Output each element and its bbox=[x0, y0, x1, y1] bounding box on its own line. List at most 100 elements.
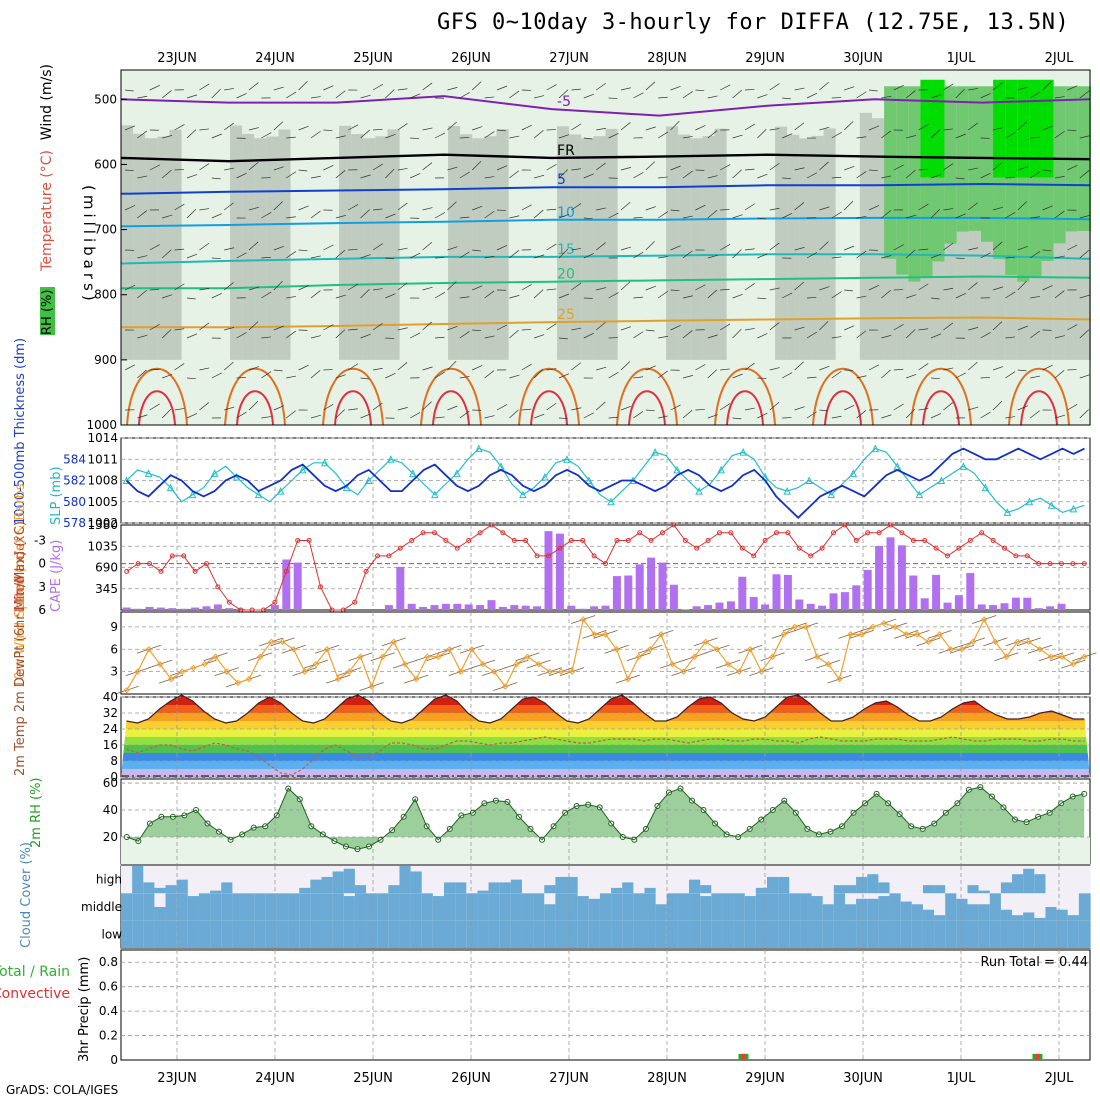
wind-barb bbox=[335, 90, 346, 99]
wind-barb bbox=[620, 281, 631, 291]
wind-barb bbox=[905, 329, 916, 339]
wind-barb bbox=[496, 209, 506, 211]
rh-fill bbox=[472, 138, 486, 360]
wind-barb bbox=[831, 370, 842, 379]
rh-point bbox=[1081, 790, 1088, 797]
wind-barb bbox=[199, 287, 210, 291]
isotherm-label: 25 bbox=[557, 307, 575, 323]
slp-marker bbox=[144, 469, 153, 477]
wind-barb bbox=[186, 413, 198, 419]
cloud-cell bbox=[577, 896, 590, 921]
wind-barb bbox=[397, 327, 408, 331]
isotherm-label: 20 bbox=[557, 267, 575, 283]
cloud-cell bbox=[811, 920, 824, 948]
isotherm-30 bbox=[714, 367, 776, 426]
cloud-cell bbox=[377, 920, 389, 948]
li-point bbox=[888, 522, 893, 528]
wind-barb bbox=[248, 321, 259, 331]
cloud-cell bbox=[299, 887, 311, 894]
cape-bar bbox=[738, 576, 747, 610]
wind-barb bbox=[223, 202, 234, 211]
slp-marker bbox=[408, 469, 417, 477]
cloud-cell bbox=[187, 920, 200, 948]
slp-marker bbox=[431, 490, 439, 499]
cloud-cell bbox=[399, 920, 412, 948]
wind-point bbox=[825, 660, 832, 668]
wind-barb bbox=[695, 409, 705, 411]
wind-point bbox=[914, 631, 921, 638]
wind-barb bbox=[310, 290, 321, 299]
wind-barb bbox=[906, 374, 917, 379]
wind-barb bbox=[223, 282, 234, 291]
tick-label: -3 bbox=[34, 533, 46, 547]
li-point bbox=[409, 537, 415, 543]
cloud-cell bbox=[165, 920, 178, 948]
cape-bar bbox=[704, 605, 713, 610]
wind-barb bbox=[174, 328, 185, 331]
isotherm-30 bbox=[518, 367, 580, 426]
cloud-cell-bg bbox=[755, 866, 768, 894]
wind-barb bbox=[968, 167, 979, 171]
wind-point bbox=[802, 623, 810, 631]
wind-barb bbox=[1054, 335, 1065, 339]
li-point bbox=[694, 545, 700, 551]
wind-point bbox=[212, 653, 219, 660]
wind-barb bbox=[348, 124, 359, 131]
tick-label: 40 bbox=[103, 803, 118, 817]
wind-barb bbox=[881, 255, 892, 259]
wind-barb bbox=[372, 128, 383, 131]
wind-barb bbox=[596, 207, 607, 211]
wind-barb bbox=[261, 371, 272, 379]
cloud-cell bbox=[1034, 874, 1047, 894]
wind-barb bbox=[608, 212, 619, 219]
rh-fill bbox=[217, 70, 232, 425]
wind-point bbox=[713, 646, 721, 653]
wind-line bbox=[126, 618, 1085, 691]
wind-barb bbox=[1017, 121, 1028, 131]
li-point bbox=[283, 568, 289, 574]
wind-barb bbox=[769, 242, 780, 251]
slp-marker bbox=[320, 458, 329, 467]
wind-barb bbox=[248, 241, 259, 251]
cape-bar bbox=[829, 593, 838, 610]
cloud-cell bbox=[310, 879, 323, 894]
cloud-cell bbox=[488, 882, 501, 894]
slp-marker bbox=[937, 476, 946, 484]
wind-barb bbox=[298, 125, 309, 131]
tick-label: 40 bbox=[103, 690, 118, 704]
li-point bbox=[853, 537, 859, 543]
wind-barb bbox=[595, 321, 606, 331]
wind-point bbox=[179, 668, 186, 675]
slp-marker bbox=[364, 476, 373, 484]
tick-label: 1011 bbox=[87, 452, 118, 466]
wind-barb bbox=[819, 409, 829, 412]
wind-barb bbox=[682, 330, 693, 339]
wind-barb bbox=[906, 294, 917, 299]
cloud-cell bbox=[421, 893, 434, 921]
wind-barb bbox=[199, 83, 210, 91]
rh-fill bbox=[617, 70, 631, 425]
wind-point bbox=[234, 679, 242, 687]
cloud-cell bbox=[722, 893, 735, 921]
cloud-cell bbox=[555, 876, 568, 894]
wind-barb bbox=[806, 92, 818, 99]
li-point bbox=[603, 561, 608, 567]
cape-bar bbox=[658, 562, 667, 610]
wind-barb bbox=[161, 249, 172, 259]
wind-barb bbox=[137, 210, 148, 219]
tick-label: 1014 bbox=[87, 431, 118, 445]
wind-barb bbox=[422, 127, 433, 131]
wind-barb bbox=[930, 253, 942, 259]
rh-fill bbox=[714, 128, 728, 360]
wind-barb bbox=[472, 205, 483, 211]
wind-barb bbox=[471, 161, 482, 171]
wind-barb bbox=[348, 363, 359, 371]
cloud-cell bbox=[176, 920, 189, 948]
slp-marker bbox=[342, 483, 351, 492]
li-point bbox=[124, 568, 130, 574]
wind-barb bbox=[1042, 81, 1052, 91]
cloud-cell-bg bbox=[243, 866, 256, 894]
wind-barb bbox=[843, 200, 854, 211]
cloud-cell bbox=[1045, 920, 1058, 948]
wind-barb bbox=[348, 283, 359, 291]
